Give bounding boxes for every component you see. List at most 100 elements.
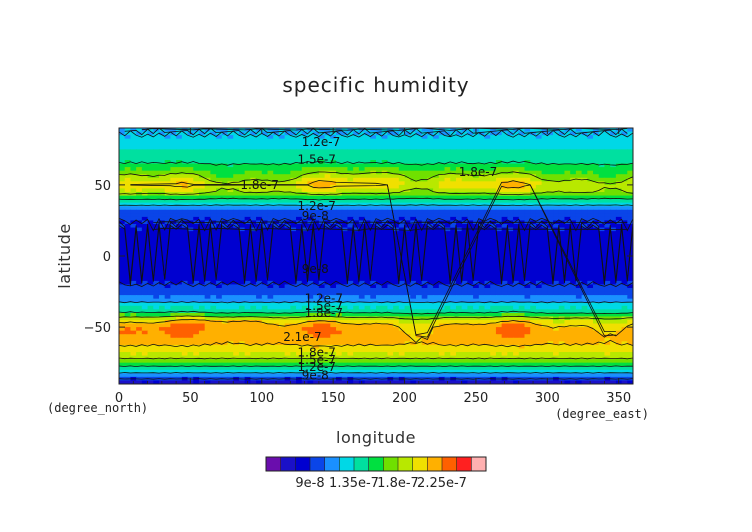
heatmap-cell [153, 216, 160, 222]
heatmap-cell [301, 131, 309, 136]
heatmap-cell [530, 177, 537, 182]
heatmap-cell [564, 312, 571, 318]
heatmap-cell [364, 284, 371, 289]
heatmap-cell [347, 284, 354, 289]
heatmap-cell [478, 145, 486, 150]
heatmap-cell [358, 312, 366, 318]
heatmap-cell [581, 238, 588, 243]
heatmap-cell [495, 263, 503, 268]
heatmap-cell [507, 288, 514, 293]
heatmap-cell [581, 145, 588, 150]
heatmap-cell [130, 145, 137, 150]
heatmap-cell [233, 284, 240, 289]
heatmap-cell [158, 284, 166, 289]
heatmap-cell [130, 142, 137, 147]
heatmap-cell [621, 320, 628, 325]
heatmap-cell [570, 238, 577, 243]
heatmap-cell [484, 295, 491, 300]
heatmap-cell [587, 252, 594, 257]
heatmap-cell [393, 209, 400, 214]
heatmap-cell [221, 266, 229, 271]
heatmap-cell [547, 195, 554, 200]
heatmap-cell [233, 156, 240, 161]
heatmap-cell [615, 138, 623, 143]
heatmap-cell [193, 241, 200, 246]
heatmap-cell [341, 309, 349, 314]
heatmap-cell [615, 177, 623, 182]
chart-title: specific humidity [282, 73, 469, 97]
heatmap-cell [564, 174, 571, 179]
heatmap-cell [267, 312, 274, 318]
heatmap-cell [575, 145, 583, 150]
heatmap-cell [290, 145, 297, 150]
heatmap-cell [621, 238, 628, 243]
heatmap-cell [450, 316, 457, 321]
heatmap-cell [147, 149, 154, 154]
heatmap-cell [553, 160, 560, 165]
heatmap-cell [587, 291, 594, 296]
heatmap-cell [518, 149, 526, 154]
heatmap-cell [153, 305, 160, 310]
heatmap-cell [553, 298, 560, 303]
heatmap-cell [404, 220, 411, 225]
heatmap-cell [410, 199, 417, 204]
heatmap-cell [221, 206, 229, 211]
heatmap-cell [484, 231, 491, 236]
heatmap-cell [484, 238, 491, 243]
heatmap-cell [193, 149, 200, 154]
heatmap-cell [141, 192, 149, 197]
heatmap-cell [433, 298, 440, 303]
heatmap-cell [558, 195, 566, 200]
heatmap-cell [530, 195, 537, 200]
heatmap-cell [147, 238, 154, 243]
heatmap-cell [495, 128, 503, 133]
heatmap-cell [387, 135, 394, 140]
heatmap-cell [244, 323, 251, 328]
heatmap-cell [495, 209, 503, 214]
heatmap-cell [490, 209, 497, 214]
heatmap-cell [141, 323, 149, 328]
heatmap-cell [238, 231, 246, 236]
heatmap-cell [318, 206, 326, 211]
heatmap-cell [376, 295, 383, 300]
heatmap-cell [244, 259, 251, 264]
heatmap-cell [490, 184, 497, 190]
heatmap-cell [581, 305, 588, 310]
heatmap-cell [507, 188, 514, 193]
heatmap-cell [181, 188, 189, 193]
heatmap-cell [141, 152, 149, 158]
heatmap-cell [238, 156, 246, 161]
heatmap-cell [290, 174, 297, 179]
heatmap-cell [278, 284, 286, 289]
heatmap-cell [238, 280, 246, 286]
heatmap-cell [433, 270, 440, 275]
heatmap-cell [193, 145, 200, 150]
heatmap-cell [450, 177, 457, 182]
heatmap-cell [130, 280, 137, 286]
heatmap-cell [324, 128, 331, 133]
heatmap-cell [273, 302, 280, 307]
heatmap-cell [501, 135, 508, 140]
heatmap-cell [547, 291, 554, 296]
heatmap-cell [301, 167, 309, 172]
heatmap-cell [627, 142, 633, 147]
heatmap-cell [433, 163, 440, 168]
heatmap-cell [627, 220, 633, 225]
heatmap-cell [187, 248, 194, 254]
heatmap-cell [256, 209, 263, 214]
heatmap-cell [484, 227, 491, 232]
heatmap-cell [564, 184, 571, 190]
heatmap-cell [376, 277, 383, 282]
heatmap-cell [119, 270, 126, 275]
heatmap-cell [358, 270, 366, 275]
heatmap-cell [518, 238, 526, 243]
heatmap-cell [353, 245, 360, 250]
heatmap-cell [455, 277, 463, 282]
heatmap-cell [136, 142, 143, 147]
heatmap-cell [524, 231, 531, 236]
heatmap-cell [278, 273, 286, 278]
heatmap-cell [307, 135, 314, 140]
heatmap-cell [193, 195, 200, 200]
heatmap-cell [610, 234, 617, 239]
heatmap-cell [301, 291, 309, 296]
